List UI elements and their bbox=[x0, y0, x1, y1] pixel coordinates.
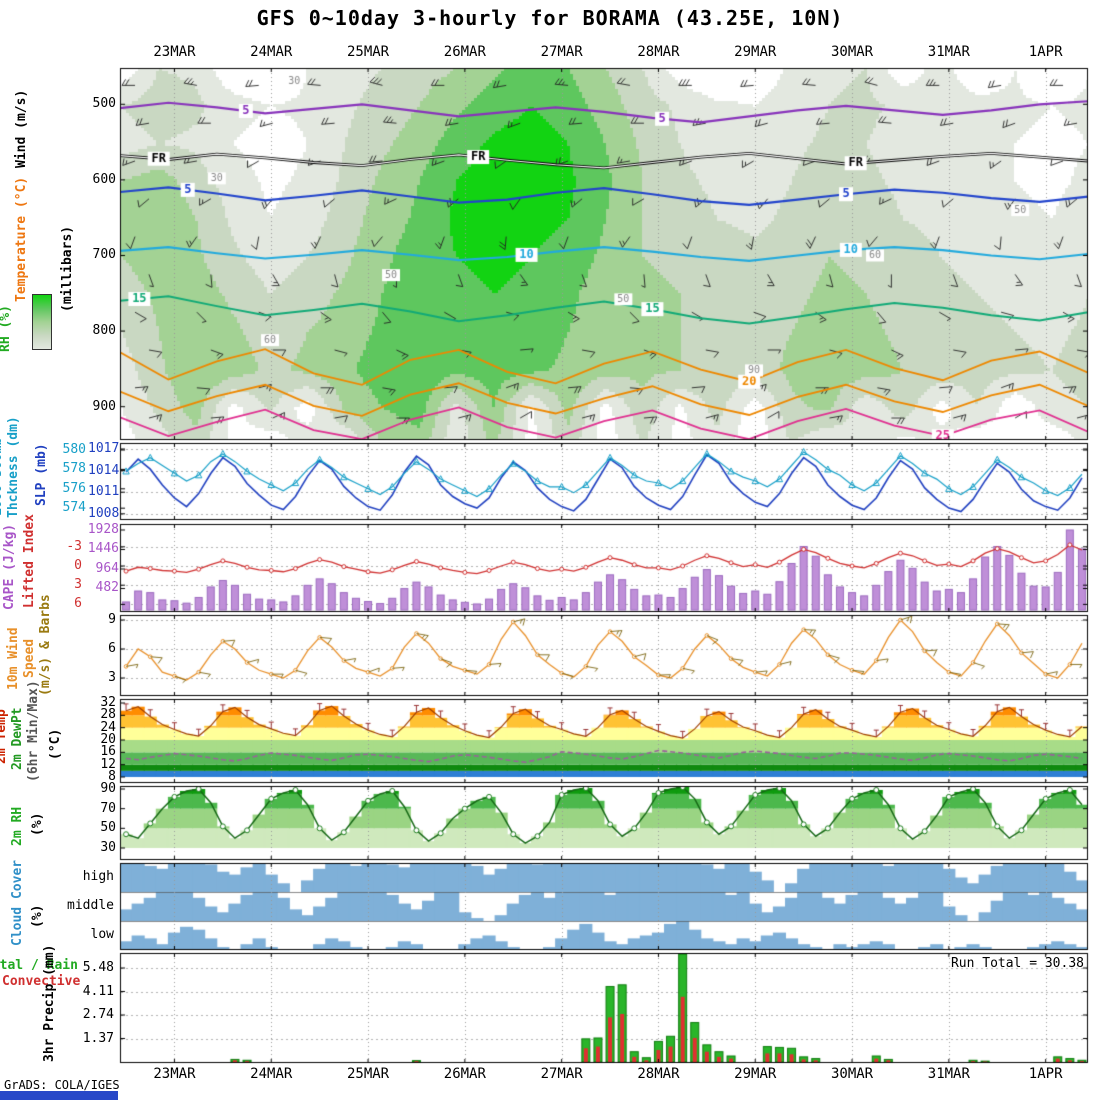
date-bottom-23MAR: 23MAR bbox=[153, 1066, 196, 1082]
wind-axis-label: Wind (m/s) bbox=[14, 89, 29, 168]
rh2m-tick-90: 90 bbox=[100, 781, 116, 796]
cape-tick-1928: 1928 bbox=[87, 521, 119, 537]
wind-tick-3: 3 bbox=[108, 670, 116, 685]
slp-axis-label: SLP (mb) bbox=[34, 443, 49, 506]
cloud-cover-axis-label: Cloud Cover bbox=[10, 859, 25, 946]
minmax-axis-label: (6hr Min/Max) bbox=[26, 680, 41, 782]
date-bottom-30MAR: 30MAR bbox=[830, 1066, 874, 1082]
slp-tick-1017: 1017 bbox=[88, 441, 120, 456]
rh2m-tick-70: 70 bbox=[100, 800, 116, 816]
temp-tick-12: 12 bbox=[100, 756, 116, 772]
li-tick-0: 0 bbox=[74, 558, 82, 573]
precip-tick-2.74: 2.74 bbox=[82, 1007, 114, 1022]
precip-total-rain-legend: Total / Rain bbox=[0, 958, 78, 973]
chart-title: GFS 0~10day 3-hourly for BORAMA (43.25E,… bbox=[256, 6, 844, 30]
cape-tick-482: 482 bbox=[95, 580, 119, 596]
date-bottom-27MAR: 27MAR bbox=[540, 1066, 583, 1082]
precip-tick-5.48: 5.48 bbox=[82, 960, 114, 975]
rh2m-tick-50: 50 bbox=[100, 820, 116, 836]
cloud-row-low: low bbox=[90, 927, 114, 942]
li-tick-3: 3 bbox=[74, 577, 82, 593]
temp-tick-20: 20 bbox=[100, 732, 116, 747]
date-bottom-29MAR: 29MAR bbox=[734, 1066, 777, 1082]
wind-tick-6: 6 bbox=[108, 641, 116, 656]
pressure-tick-900: 900 bbox=[92, 398, 116, 414]
date-top-29MAR: 29MAR bbox=[734, 44, 777, 60]
rh2m-axis-label: 2m RH bbox=[10, 806, 25, 846]
dewpoint2m-axis-label: 2m DewPt bbox=[10, 707, 25, 770]
date-top-24MAR: 24MAR bbox=[250, 44, 293, 60]
precip-tick-1.37: 1.37 bbox=[82, 1030, 114, 1046]
pressure-tick-600: 600 bbox=[92, 171, 116, 187]
rh-axis-label: RH (%) bbox=[0, 305, 13, 352]
slp-tick-1011: 1011 bbox=[88, 484, 120, 500]
rh2m-tick-30: 30 bbox=[100, 840, 116, 855]
date-top-1APR: 1APR bbox=[1028, 44, 1063, 60]
cloud-row-middle: middle bbox=[67, 898, 114, 913]
rh2m-axis-unit-label: (%) bbox=[30, 812, 45, 836]
degc-axis-label: (°C) bbox=[48, 728, 63, 760]
cloud-cover-axis-unit-label: (%) bbox=[30, 904, 45, 928]
temp-tick-16: 16 bbox=[100, 744, 116, 760]
cape-tick-1446: 1446 bbox=[87, 541, 119, 557]
temp-tick-24: 24 bbox=[100, 719, 116, 735]
precip-tick-4.11: 4.11 bbox=[82, 983, 114, 999]
grads-blue-bar bbox=[0, 1091, 118, 1100]
date-top-28MAR: 28MAR bbox=[637, 44, 680, 60]
thickness-axis-label-line2: Thckness (dm) bbox=[6, 416, 21, 518]
millibars-axis-label: (millibars) bbox=[60, 225, 75, 312]
date-top-25MAR: 25MAR bbox=[346, 44, 390, 60]
date-top-31MAR: 31MAR bbox=[927, 44, 970, 60]
grads-stamp: GrADS: COLA/IGES bbox=[4, 1078, 120, 1092]
thickness-tick-580: 580 bbox=[62, 442, 86, 457]
precip-convective-legend: Convective bbox=[2, 974, 81, 989]
date-top-27MAR: 27MAR bbox=[540, 44, 583, 60]
wind10m-axis-label-line2: Speed bbox=[22, 638, 37, 678]
temp2m-axis-label: 2m Temp bbox=[0, 709, 9, 764]
date-bottom-31MAR: 31MAR bbox=[927, 1066, 970, 1082]
temp-tick-32: 32 bbox=[100, 695, 116, 710]
temperature-axis-label: Temperature (°C) bbox=[14, 176, 29, 302]
date-bottom-1APR: 1APR bbox=[1028, 1066, 1063, 1082]
thickness-tick-576: 576 bbox=[62, 480, 86, 496]
pressure-tick-500: 500 bbox=[92, 96, 116, 112]
li-tick--3: -3 bbox=[66, 538, 82, 554]
date-top-26MAR: 26MAR bbox=[443, 44, 486, 60]
wind-tick-9: 9 bbox=[108, 612, 116, 627]
date-bottom-24MAR: 24MAR bbox=[250, 1066, 293, 1082]
temp-tick-8: 8 bbox=[108, 769, 116, 784]
date-bottom-25MAR: 25MAR bbox=[346, 1066, 390, 1082]
slp-tick-1008: 1008 bbox=[88, 505, 120, 521]
cape-axis-label: CAPE (J/kg) bbox=[2, 523, 17, 610]
date-bottom-28MAR: 28MAR bbox=[637, 1066, 680, 1082]
slp-tick-1014: 1014 bbox=[88, 462, 120, 478]
pressure-tick-800: 800 bbox=[92, 323, 116, 339]
run-total-value: Run Total = 30.38 bbox=[950, 956, 1084, 971]
thickness-tick-578: 578 bbox=[62, 461, 86, 477]
date-top-23MAR: 23MAR bbox=[153, 44, 196, 60]
thickness-tick-574: 574 bbox=[62, 500, 86, 516]
temp-tick-28: 28 bbox=[100, 707, 116, 723]
pressure-tick-700: 700 bbox=[92, 247, 116, 263]
date-bottom-26MAR: 26MAR bbox=[443, 1066, 486, 1082]
lifted-index-axis-label: Lifted Index bbox=[22, 514, 37, 608]
cape-tick-964: 964 bbox=[95, 560, 119, 576]
precip-axis-label: 3hr Precip (mm) bbox=[42, 944, 57, 1062]
cloud-row-high: high bbox=[82, 869, 114, 884]
rh-colorbar-swatch bbox=[32, 294, 52, 350]
wind10m-axis-label-line1: 10m Wind bbox=[6, 627, 21, 690]
li-tick-6: 6 bbox=[74, 596, 82, 612]
date-top-30MAR: 30MAR bbox=[830, 44, 874, 60]
